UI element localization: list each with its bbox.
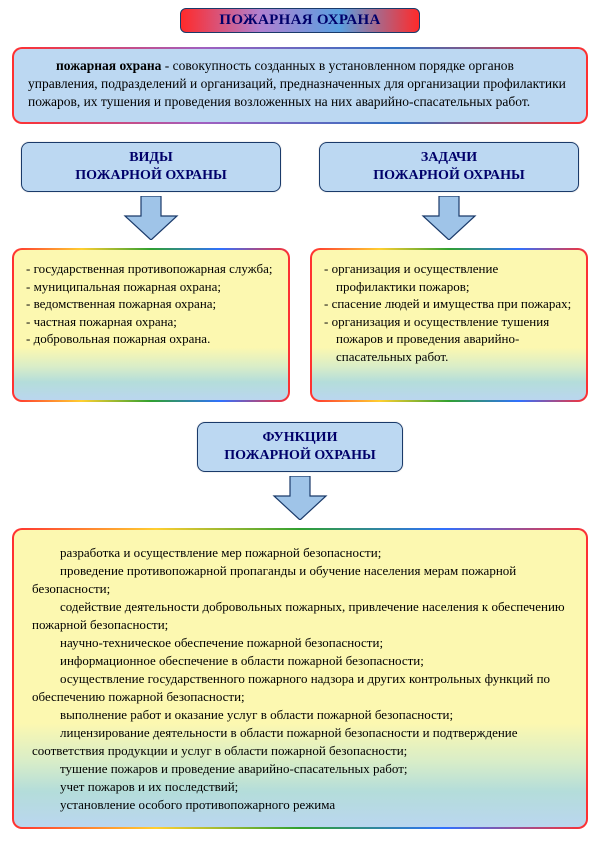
list-item: - частная пожарная охрана; [26,313,276,331]
list-item: - спасение людей и имущества при пожарах… [324,295,574,313]
list-item: осуществление государственного пожарного… [32,670,568,706]
types-block: - государственная противопожарная служба… [12,248,290,402]
list-item: содействие деятельности добровольных пож… [32,598,568,634]
tasks-list: - организация и осуществление профилакти… [312,250,586,400]
tasks-label-line2: ПОЖАРНОЙ ОХРАНЫ [373,168,525,183]
arrow-down-tasks [419,196,479,240]
list-item: - добровольная пожарная охрана. [26,330,276,348]
list-item: - ведомственная пожарная охрана; [26,295,276,313]
types-label-line1: ВИДЫ [129,150,173,165]
list-item: информационное обеспечение в области пож… [32,652,568,670]
functions-list: разработка и осуществление мер пожарной … [14,530,586,827]
arrow-down-types [121,196,181,240]
list-item: - государственная противопожарная служба… [26,260,276,278]
list-item: выполнение работ и оказание услуг в обла… [32,706,568,724]
list-item: установление особого противопожарного ре… [32,796,568,814]
functions-label-line1: ФУНКЦИИ [263,430,338,445]
types-list: - государственная противопожарная служба… [14,250,288,400]
list-item: - организация и осуществление профилакти… [324,260,574,295]
definition-box: пожарная охрана - совокупность созданных… [14,49,586,122]
list-item: - организация и осуществление тушения по… [324,313,574,366]
list-item: лицензирование деятельности в области по… [32,724,568,760]
tasks-block: - организация и осуществление профилакти… [310,248,588,402]
functions-block: разработка и осуществление мер пожарной … [12,528,588,829]
list-item: проведение противопожарной пропаганды и … [32,562,568,598]
tasks-label-box: ЗАДАЧИ ПОЖАРНОЙ ОХРАНЫ [319,142,579,192]
types-column: ВИДЫ ПОЖАРНОЙ ОХРАНЫ - государственная п… [12,142,290,402]
list-item: - муниципальная пожарная охрана; [26,278,276,296]
definition-container: пожарная охрана - совокупность созданных… [12,47,588,124]
tasks-column: ЗАДАЧИ ПОЖАРНОЙ ОХРАНЫ - организация и о… [310,142,588,402]
functions-label-box: ФУНКЦИИ ПОЖАРНОЙ ОХРАНЫ [197,422,403,472]
functions-label-row: ФУНКЦИИ ПОЖАРНОЙ ОХРАНЫ [12,422,588,520]
arrow-down-functions [270,476,330,520]
list-item: учет пожаров и их последствий; [32,778,568,796]
types-label-line2: ПОЖАРНОЙ ОХРАНЫ [75,168,227,183]
list-item: разработка и осуществление мер пожарной … [32,544,568,562]
two-column-row: ВИДЫ ПОЖАРНОЙ ОХРАНЫ - государственная п… [12,142,588,402]
list-item: научно-техническое обеспечение пожарной … [32,634,568,652]
definition-term: пожарная охрана [56,58,161,73]
list-item: тушение пожаров и проведение аварийно-сп… [32,760,568,778]
functions-label-line2: ПОЖАРНОЙ ОХРАНЫ [224,448,376,463]
types-label-box: ВИДЫ ПОЖАРНОЙ ОХРАНЫ [21,142,281,192]
page-title-bar: ПОЖАРНАЯ ОХРАНА [12,8,588,33]
tasks-label-line1: ЗАДАЧИ [421,150,477,165]
page-title: ПОЖАРНАЯ ОХРАНА [180,8,419,33]
